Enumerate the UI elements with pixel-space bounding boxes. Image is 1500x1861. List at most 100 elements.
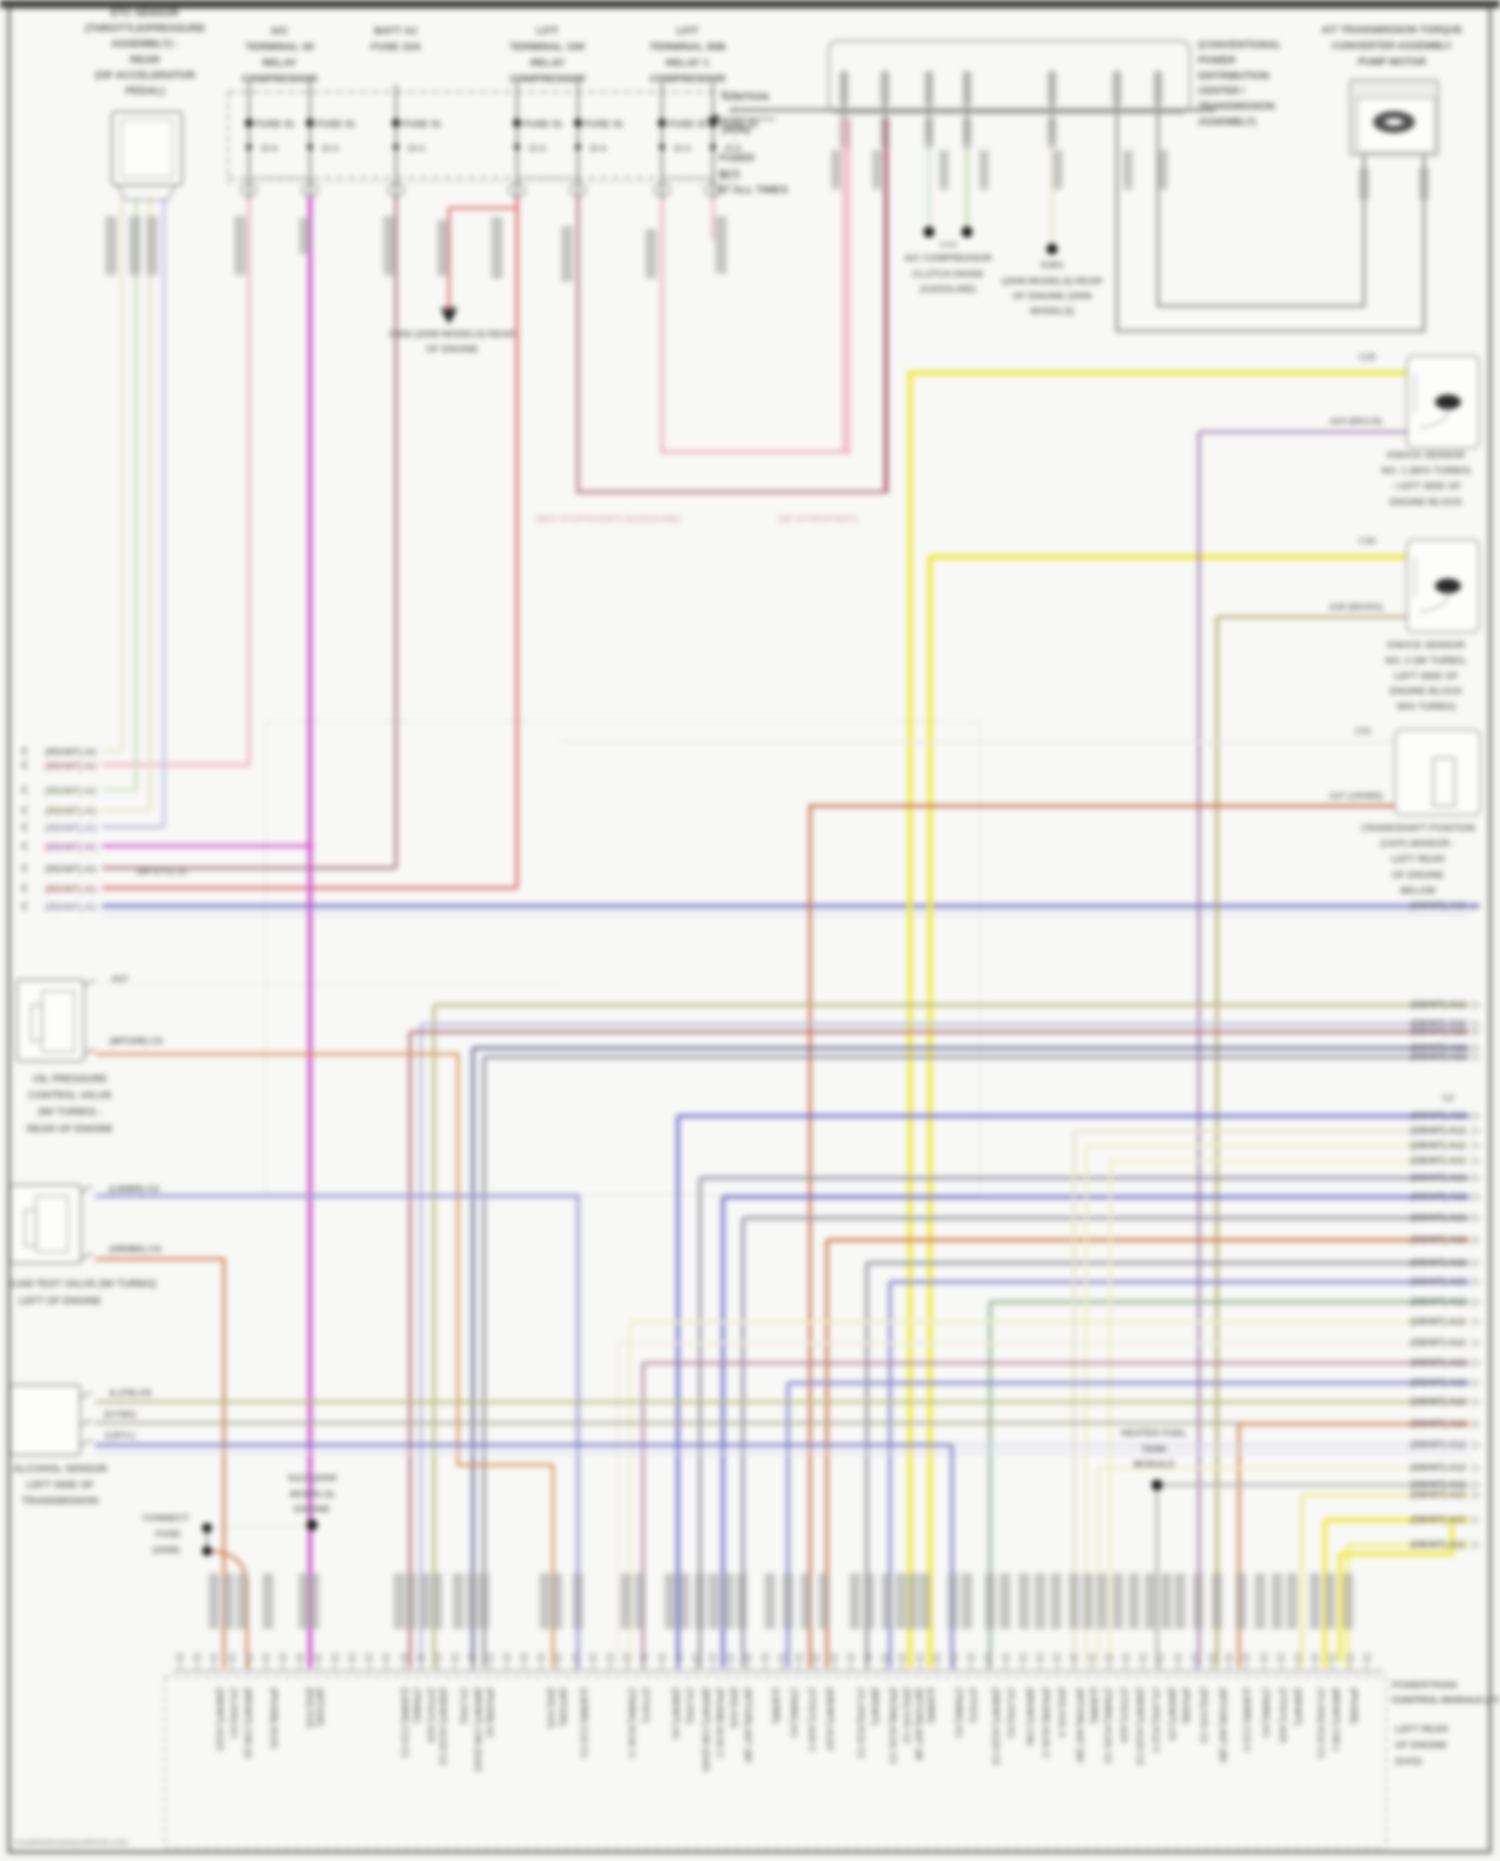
svg-text:(PK/DB): (PK/DB) [1180,1688,1191,1724]
svg-text:(DB/WT) A12: (DB/WT) A12 [1410,1213,1465,1223]
svg-text:COMPRESSOR: COMPRESSOR [510,73,586,85]
svg-text:(DB/WT) A123: (DB/WT) A123 [214,1688,225,1750]
svg-text:(DB/WT) A12: (DB/WT) A12 [1410,1358,1465,1368]
svg-text:NO. 1 (W/O TURBO): NO. 1 (W/O TURBO) [1381,466,1470,477]
svg-text:(DB/WT) A12: (DB/WT) A12 [1410,1052,1465,1062]
svg-text:(BR/WT) C90 (: (BR/WT) C90 ( [1330,1688,1341,1752]
svg-text:(DB/WT) A12: (DB/WT) A12 [1410,1019,1465,1029]
svg-text:(LB/BR): (LB/BR) [770,1688,781,1723]
svg-text:CONTROL MODULE (PCM) -: CONTROL MODULE (PCM) - [1392,1695,1500,1706]
svg-text:(DG) K41: (DG) K41 [728,1688,739,1729]
svg-text:(RD/WT) A1: (RD/WT) A1 [45,806,98,817]
svg-text:RELAY 1: RELAY 1 [666,57,709,69]
svg-text:ETC SENSOR: ETC SENSOR [111,7,180,19]
svg-text:(LB/BR) C13 C: (LB/BR) C13 C [1241,1688,1252,1753]
svg-text:TRANSMISSION: TRANSMISSION [22,1496,99,1507]
svg-text:(TN/BK) K1: (TN/BK) K1 [953,1688,964,1739]
svg-text:(DB/WT) A123 C2: (DB/WT) A123 C2 [990,1688,1001,1765]
svg-text:POWERTRAIN: POWERTRAIN [1392,1680,1457,1691]
svg-text:C29: C29 [1359,352,1376,362]
svg-text:(WT/OR): (WT/OR) [314,1688,325,1726]
svg-text:(GAS): (GAS) [1395,1756,1422,1767]
svg-text:FUSE 31: FUSE 31 [669,119,708,130]
svg-text:(DB/WT) A12: (DB/WT) A12 [1410,1297,1465,1307]
svg-text:LEFT REAR: LEFT REAR [1395,1724,1448,1735]
svg-text:(2008 MODELS) REAR: (2008 MODELS) REAR [1002,276,1102,287]
svg-text:(WT/OR) A67 (W/: (WT/OR) A67 (W/ [742,1688,753,1763]
svg-text:LEFT OF ENGINE: LEFT OF ENGINE [19,1296,102,1307]
svg-text:(DB/WT) A12: (DB/WT) A12 [1410,1480,1465,1490]
svg-text:ASSEMBLY): ASSEMBLY) [1198,117,1256,128]
svg-text:(PK/DB) A141 C: (PK/DB) A141 C [714,1688,725,1759]
svg-text:G302 (2008 MODELS) REAR: G302 (2008 MODELS) REAR [389,329,515,340]
svg-text:(RD/WT) A1: (RD/WT) A1 [45,864,98,875]
svg-text:PUMP MOTOR: PUMP MOTOR [1358,57,1427,68]
svg-text:15 A: 15 A [407,143,425,153]
svg-text:(YL/OG) K1: (YL/OG) K1 [1005,1688,1016,1739]
svg-text:BATT A1: BATT A1 [374,25,417,37]
svg-text:(LB/BR) C2: (LB/BR) C2 [109,1184,159,1195]
svg-text:ENGINE BLOCK: ENGINE BLOCK [1390,686,1463,697]
svg-text:CAM TEST VALVE (W/ TURBO): CAM TEST VALVE (W/ TURBO) [10,1279,156,1290]
svg-text:BELOW: BELOW [1400,885,1435,896]
svg-text:TANK: TANK [1141,1444,1167,1455]
svg-text:TERMINAL 30: TERMINAL 30 [245,41,314,53]
svg-text:CONVERTER ASSEMBLY: CONVERTER ASSEMBLY [1332,41,1452,52]
svg-text:(DB/WT) A123 C2: (DB/WT) A123 C2 [437,1688,448,1765]
svg-text:(RD/WT) A1: (RD/WT) A1 [45,884,98,895]
svg-text:(DB/WT) A12: (DB/WT) A12 [1410,1235,1465,1245]
svg-text:(BR/WT) C90 (GAS: (BR/WT) C90 (GAS [472,1688,483,1772]
svg-text:FUSE 31: FUSE 31 [403,119,442,130]
svg-text:(PK/DB) A141 C: (PK/DB) A141 C [1040,1688,1051,1759]
svg-text:- LEFT SIDE OF: - LEFT SIDE OF [1391,481,1461,492]
svg-text:(DB/WT) A12: (DB/WT) A12 [1410,1515,1465,1525]
svg-text:(DB/WT) A12: (DB/WT) A12 [1410,901,1465,911]
svg-text:(TN/BK) K141 C2: (TN/BK) K141 C2 [1102,1688,1113,1764]
svg-text:(DB/WT) A12: (DB/WT) A12 [1410,1463,1465,1473]
svg-text:(DB/WT) A12: (DB/WT) A12 [1410,1540,1465,1550]
svg-text:(DB/WT) A12: (DB/WT) A12 [1410,1277,1465,1287]
svg-text:FUSE 31: FUSE 31 [585,119,624,130]
svg-text:(VT/GY) A24: (VT/GY) A24 [425,1688,436,1743]
svg-text:(RD/WT) A1: (RD/WT) A1 [45,823,98,834]
svg-text:(DB/WT) A12: (DB/WT) A12 [1410,1111,1465,1121]
svg-text:ASSEMBLY) -: ASSEMBLY) - [111,38,179,50]
svg-text:C31: C31 [1355,726,1372,736]
svg-text:(LB/BR) C13 C1: (LB/BR) C13 C1 [578,1688,589,1759]
svg-text:(RUN): (RUN) [722,125,750,136]
svg-text:15 A: 15 A [673,143,691,153]
svg-text:TRANSMISSION: TRANSMISSION [1198,102,1275,113]
svg-text:(YL/OG) K1: (YL/OG) K1 [228,1688,239,1739]
svg-text:ENGINE BLOCK: ENGINE BLOCK [1390,497,1463,508]
svg-text:RELAY: RELAY [530,57,565,69]
svg-text:OF ENGINE (2009: OF ENGINE (2009 [1012,291,1091,302]
svg-text:(DB/WT) A12: (DB/WT) A12 [1410,1043,1465,1053]
svg-text:(WT/OR) A67 (W: (WT/OR) A67 (W [913,1688,924,1761]
svg-text:A/T TRANSMISSION TORQUE: A/T TRANSMISSION TORQUE [1322,25,1463,36]
svg-text:FUSED: FUSED [719,152,755,164]
svg-text:(DB/WT) A12: (DB/WT) A12 [1410,1378,1465,1388]
svg-text:S113 (2008: S113 (2008 [288,1473,337,1484]
svg-text:A24 (BK/LB): A24 (BK/LB) [1330,416,1383,426]
svg-text:(YL/OG) K12 C1: (YL/OG) K12 C1 [1315,1688,1326,1759]
svg-text:(CONVENTIONAL: (CONVENTIONAL [1198,40,1281,51]
svg-text:HEATED FUEL: HEATED FUEL [1121,1428,1187,1439]
svg-text:LF/T: LF/T [536,25,559,37]
svg-text:15 A: 15 A [321,143,339,153]
svg-text:IGNITION: IGNITION [722,91,769,103]
svg-text:POWER: POWER [1198,55,1237,66]
svg-text:(THROTTLE/PRESSURE: (THROTTLE/PRESSURE [85,23,205,35]
svg-text:(DB/WT) A12: (DB/WT) A12 [1410,1258,1465,1268]
svg-text:(DB/WT) A12: (DB/WT) A12 [1410,1192,1465,1202]
svg-text:W/O TURBO): W/O TURBO) [1397,702,1456,713]
svg-text:RELAY: RELAY [262,57,297,69]
svg-text:KNOCK SENSOR: KNOCK SENSOR [1387,450,1465,461]
svg-text:15 A: 15 A [260,143,278,153]
svg-text:(RD/WT) A1: (RD/WT) A1 [45,747,98,758]
svg-text:(PK/DB) A141: (PK/DB) A141 [268,1688,279,1750]
svg-text:G301: G301 [1040,260,1064,271]
svg-text:(YL/OG) K12 C1: (YL/OG) K12 C1 [855,1688,866,1759]
svg-text:(DB/WT) A123 C2: (DB/WT) A123 C2 [1134,1688,1145,1765]
svg-text:(WT/OR) A67 (W/: (WT/OR) A67 (W/ [1217,1688,1228,1763]
svg-text:(OF ACCELERATOR: (OF ACCELERATOR [95,69,196,81]
